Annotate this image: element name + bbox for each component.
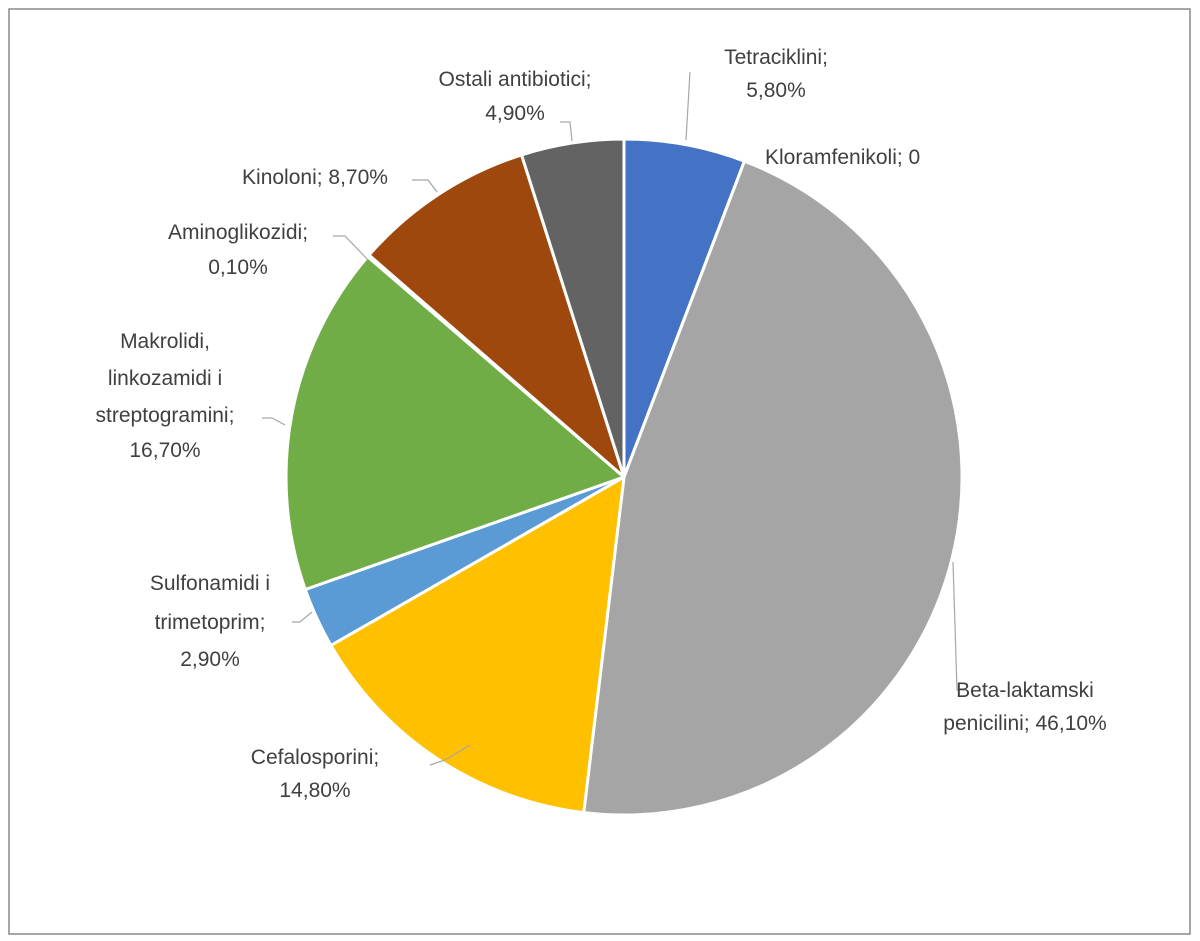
label-kloramfenikoli: Kloramfenikoli; 0 <box>765 146 920 169</box>
leader-sulfonamidi <box>292 611 313 623</box>
slice-cefalosporini <box>329 475 626 815</box>
leader-makrolidi <box>262 417 286 426</box>
label-sulfonamidi-3: 2,90% <box>180 648 240 671</box>
slice-beta-laktamski-penicilini <box>582 159 964 817</box>
label-kinoloni: Kinoloni; 8,70% <box>242 166 388 189</box>
leader-tetraciklini <box>685 71 691 141</box>
label-makrolidi-2: linkozamidi i <box>108 367 222 390</box>
label-cefalosporini-1: Cefalosporini; <box>251 746 379 769</box>
label-aminoglikozidi-2: 0,10% <box>208 256 268 279</box>
slice-ostali-antibiotici <box>520 137 626 479</box>
label-ostali-2: 4,90% <box>485 102 545 125</box>
leader-kinoloni <box>412 179 438 193</box>
label-beta-laktamski-2: penicilini; 46,10% <box>943 712 1106 735</box>
leader-ostali <box>560 121 573 142</box>
label-beta-laktamski-1: Beta-laktamski <box>956 679 1094 702</box>
label-makrolidi-3: streptogramini; <box>96 404 235 427</box>
label-sulfonamidi-1: Sulfonamidi i <box>150 572 270 595</box>
leader-beta-laktamski <box>952 561 965 691</box>
label-cefalosporini-2: 14,80% <box>279 779 350 802</box>
slice-tetraciklini <box>622 137 746 479</box>
label-sulfonamidi-2: trimetoprim; <box>155 611 266 634</box>
leader-aminoglikozidi <box>333 235 369 261</box>
label-tetraciklini-2: 5,80% <box>746 79 806 102</box>
leader-cefalosporini <box>429 744 471 766</box>
slice-kinoloni <box>367 153 626 479</box>
label-tetraciklini-1: Tetraciklini; <box>724 46 828 69</box>
slices <box>284 137 964 817</box>
label-ostali-1: Ostali antibiotici; <box>439 68 592 91</box>
label-makrolidi-1: Makrolidi, <box>120 330 210 353</box>
label-makrolidi-4: 16,70% <box>129 439 200 462</box>
label-aminoglikozidi-1: Aminoglikozidi; <box>168 221 308 244</box>
slice-makrolidi-linkozamidi-i-streptogramini <box>284 255 626 591</box>
